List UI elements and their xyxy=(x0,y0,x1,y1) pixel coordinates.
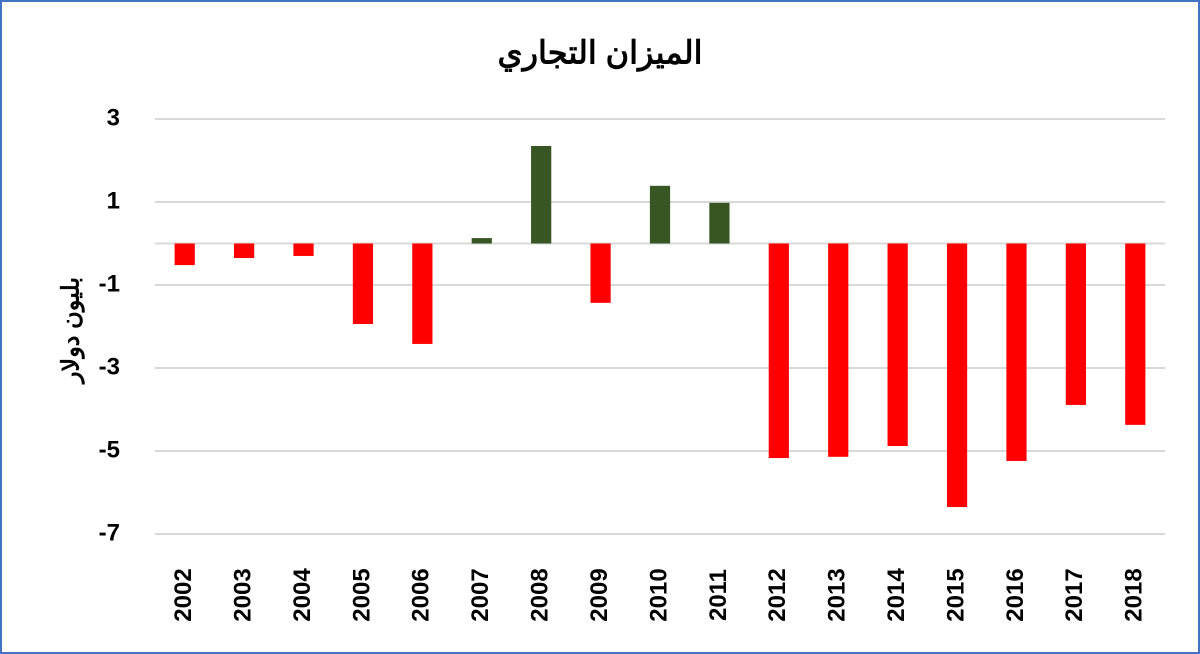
x-tick-label: 2017 xyxy=(1061,568,1088,621)
y-tick-label: 1 xyxy=(107,187,120,214)
x-tick-label: 2008 xyxy=(527,568,554,621)
x-tick-label: 2014 xyxy=(883,568,910,622)
bar xyxy=(1006,243,1027,461)
x-tick-label: 2009 xyxy=(586,568,613,621)
bar xyxy=(293,243,314,256)
x-tick-label: 2004 xyxy=(289,568,316,622)
x-tick-label: 2003 xyxy=(229,568,256,621)
bar xyxy=(768,243,789,459)
y-tick-label: 3 xyxy=(107,104,120,131)
x-tick-label: 2002 xyxy=(170,568,197,621)
x-tick-label: 2013 xyxy=(824,568,851,621)
y-tick-label: -5 xyxy=(99,436,120,463)
y-tick-label: -1 xyxy=(99,270,120,297)
bar xyxy=(174,243,195,266)
x-tick-label: 2016 xyxy=(1002,568,1029,621)
bar xyxy=(828,243,849,457)
bar xyxy=(531,145,552,244)
bar xyxy=(887,243,908,447)
y-tick-label: -7 xyxy=(99,519,120,546)
x-tick-label: 2018 xyxy=(1121,568,1148,621)
bar xyxy=(1065,243,1086,405)
y-axis-title: بليون دولار xyxy=(57,277,85,385)
bar xyxy=(1125,243,1146,425)
bar xyxy=(946,243,968,508)
x-tick-label: 2006 xyxy=(408,568,435,621)
chart-title: الميزان التجاري xyxy=(498,34,703,72)
bar xyxy=(649,185,671,244)
y-tick-label: -3 xyxy=(99,353,120,380)
bar xyxy=(234,243,255,259)
bar xyxy=(590,243,611,303)
x-tick-label: 2012 xyxy=(764,568,791,621)
x-tick-label: 2011 xyxy=(705,569,732,621)
x-tick-label: 2010 xyxy=(645,568,672,621)
bar xyxy=(412,243,433,344)
bar xyxy=(352,243,374,325)
bar xyxy=(709,202,730,244)
bar xyxy=(471,238,492,244)
x-tick-label: 2015 xyxy=(942,568,969,621)
x-tick-label: 2005 xyxy=(348,568,375,621)
x-tick-label: 2007 xyxy=(467,568,494,621)
